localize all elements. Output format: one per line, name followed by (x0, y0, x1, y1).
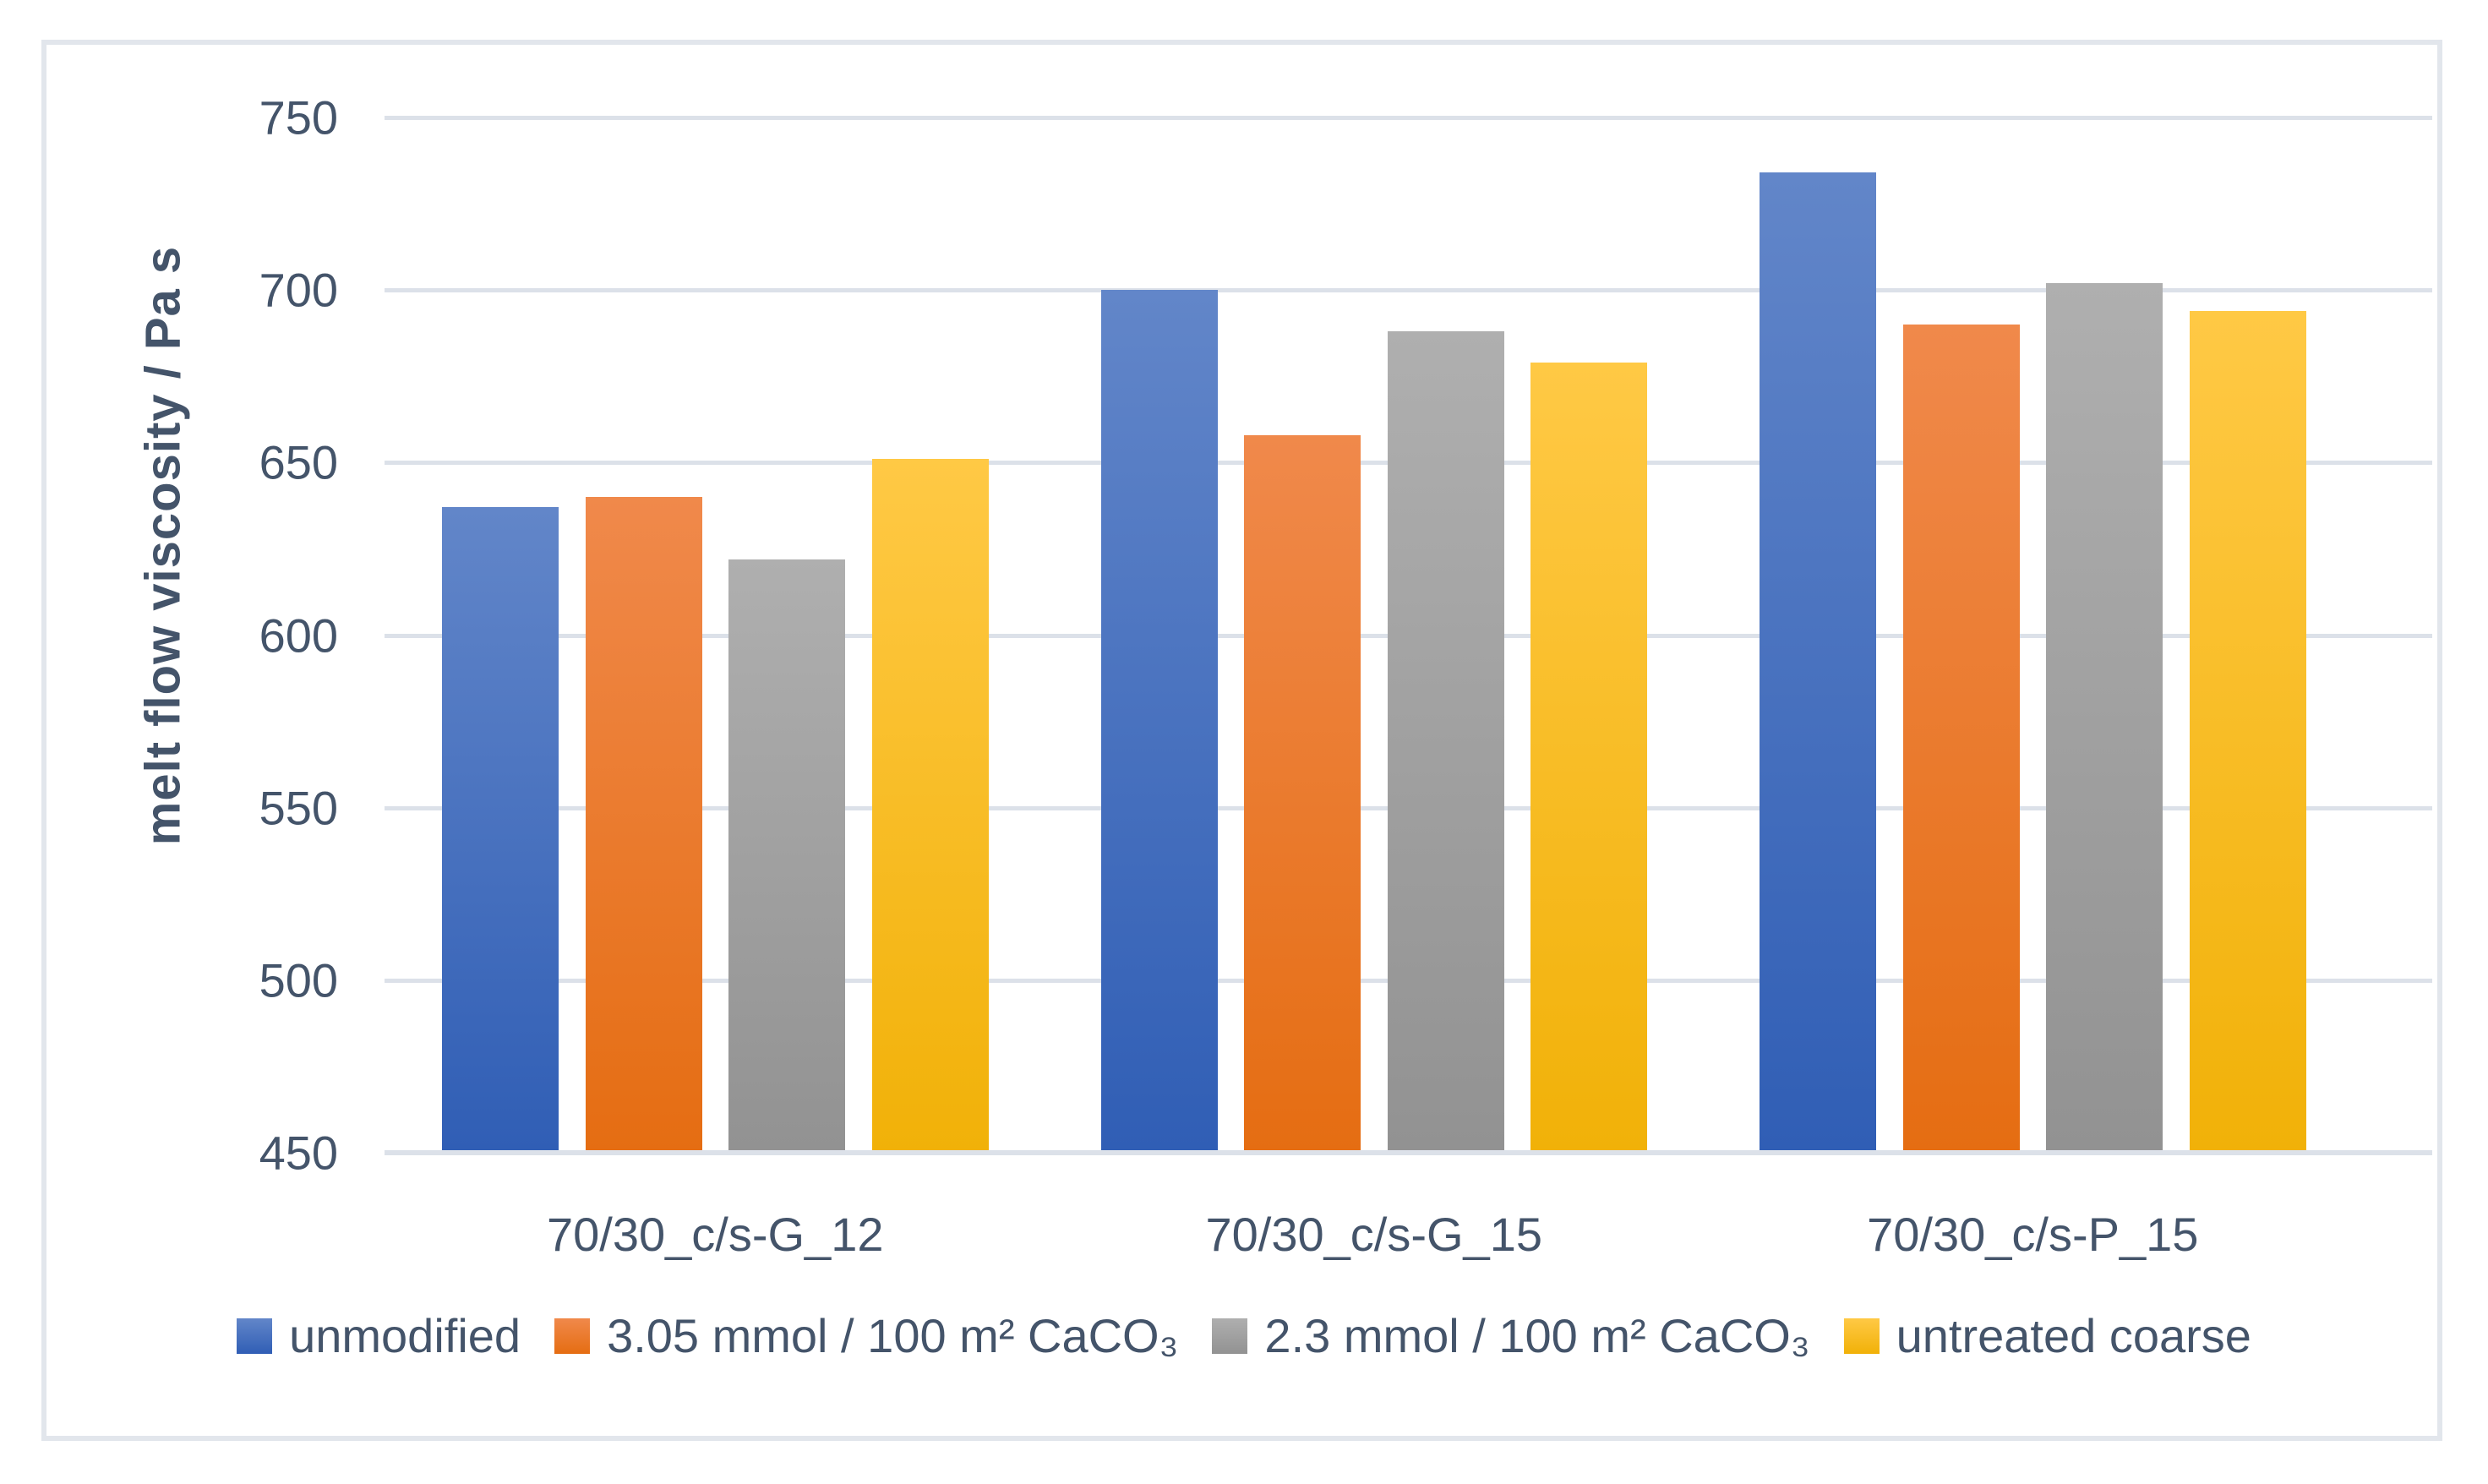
y-tick-label-750: 750 (259, 90, 338, 145)
legend-swatch-icon (1212, 1318, 1248, 1354)
y-tick-label-600: 600 (259, 608, 338, 662)
legend-label: 3.05 mmol / 100 m² CaCO₃ (607, 1309, 1179, 1362)
y-tick-label-450: 450 (259, 1126, 338, 1180)
category-label-3: 70/30_c/s-P_15 (1867, 1208, 2199, 1261)
y-tick-label-550: 550 (259, 781, 338, 835)
bar-2-3-mmol-100-m-caco--group3 (2046, 283, 2163, 1153)
bar-untreated-coarse-group1 (871, 459, 989, 1153)
y-tick-label-500: 500 (259, 953, 338, 1007)
legend: unmodified 3.05 mmol / 100 m² CaCO₃ 2.3 mm… (46, 1308, 2442, 1363)
y-axis-title: melt flow viscosity / Pa s (135, 245, 191, 846)
bar-3-05-mmol-100-m-caco--group1 (585, 497, 702, 1153)
y-tick-label-650: 650 (259, 435, 338, 489)
legend-swatch-icon (1843, 1318, 1880, 1354)
legend-swatch-icon (237, 1318, 273, 1354)
legend-label: 2.3 mmol / 100 m² CaCO₃ (1264, 1309, 1810, 1362)
category-label-2: 70/30_c/s-G_15 (1205, 1208, 1542, 1261)
bar-unmodified-group1 (442, 507, 559, 1153)
y-tick-label-700: 700 (259, 263, 338, 317)
legend-item-1: unmodified (237, 1308, 521, 1363)
legend-swatch-icon (554, 1318, 591, 1354)
category-label-1: 70/30_c/s-G_12 (547, 1208, 884, 1261)
bar-3-05-mmol-100-m-caco--group3 (1902, 325, 2020, 1153)
bar-untreated-coarse-group2 (1530, 362, 1647, 1153)
bar-unmodified-group2 (1100, 290, 1218, 1153)
bar-3-05-mmol-100-m-caco--group2 (1244, 434, 1361, 1153)
chart-frame (41, 40, 2442, 1441)
bar-2-3-mmol-100-m-caco--group1 (728, 559, 845, 1153)
legend-item-4: untreated coarse (1843, 1308, 2251, 1363)
legend-label: untreated coarse (1896, 1309, 2251, 1362)
plot-area (385, 116, 2432, 1155)
x-axis-line (385, 1150, 2432, 1155)
gridline-750 (385, 116, 2432, 120)
legend-item-3: 2.3 mmol / 100 m² CaCO₃ (1212, 1308, 1810, 1363)
gridline-700 (385, 288, 2432, 293)
bar-unmodified-group3 (1760, 172, 1876, 1153)
legend-item-2: 3.05 mmol / 100 m² CaCO₃ (554, 1308, 1178, 1363)
bar-untreated-coarse-group3 (2189, 310, 2306, 1153)
bar-2-3-mmol-100-m-caco--group2 (1387, 331, 1504, 1153)
legend-label: unmodified (289, 1309, 521, 1362)
